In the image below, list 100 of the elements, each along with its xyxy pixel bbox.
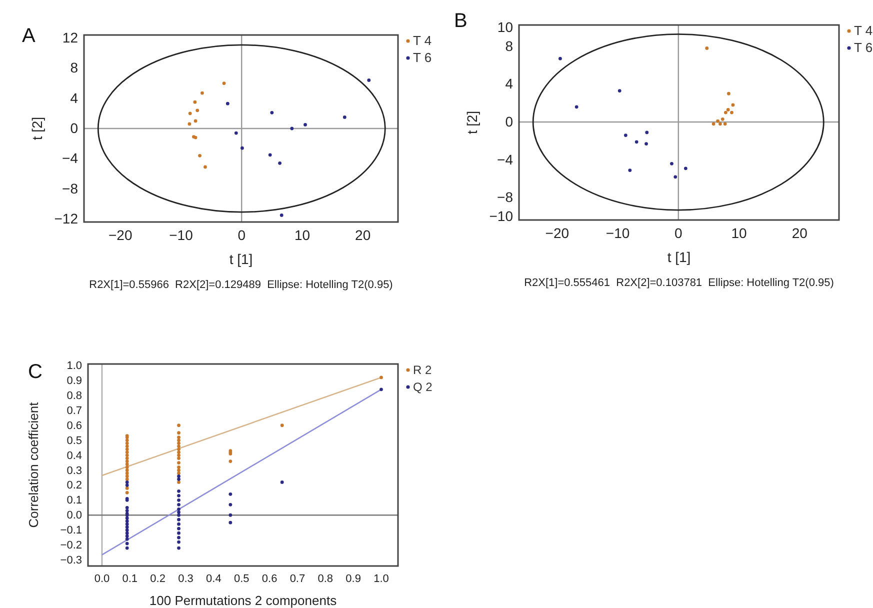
- point: [125, 466, 129, 469]
- y-tick-label: −8: [497, 189, 514, 206]
- x-tick-label: 0.8: [318, 572, 334, 585]
- point: [125, 534, 129, 538]
- x-tick-label: 1.0: [374, 572, 389, 585]
- x-tick-label: −20: [545, 224, 570, 241]
- x-tick-label: 10: [294, 226, 310, 243]
- point: [125, 506, 129, 510]
- point: [125, 462, 129, 466]
- x-tick-label: −20: [108, 226, 132, 243]
- x-tick-label: 0.6: [262, 572, 278, 585]
- point: [125, 460, 129, 463]
- point: [177, 531, 180, 535]
- x-tick-label: −10: [169, 226, 194, 243]
- y-tick-label: 4: [505, 76, 514, 92]
- legend-label: T 4: [854, 23, 873, 38]
- point: [177, 454, 180, 457]
- x-axis-title: t [1]: [667, 249, 691, 265]
- x-tick-label: 0.7: [290, 572, 306, 585]
- chart-title: A: [22, 25, 36, 47]
- point: [684, 166, 688, 170]
- point: [125, 474, 129, 478]
- point: [278, 161, 282, 165]
- y-tick-label: −0.1: [60, 524, 82, 537]
- point: [204, 165, 207, 169]
- point: [628, 168, 632, 172]
- y-tick-label: 0.0: [66, 510, 82, 522]
- point: [177, 489, 180, 493]
- x-tick-label: 0: [238, 226, 246, 243]
- y-axis-title: t [2]: [464, 110, 480, 134]
- text: R2X[1]=0.55966 R2X[2]=0.129489 Ellipse: Hotelling T2(0.95): [89, 279, 393, 291]
- point: [380, 376, 383, 380]
- point: [177, 526, 180, 530]
- point: [618, 89, 622, 92]
- point: [125, 531, 129, 535]
- point: [125, 525, 129, 529]
- point: [234, 131, 238, 135]
- point: [177, 468, 180, 472]
- y-tick-label: 0.7: [66, 404, 82, 417]
- point: [367, 78, 371, 82]
- point: [125, 546, 129, 550]
- point: [125, 480, 129, 484]
- point: [177, 472, 180, 475]
- point: [125, 519, 129, 523]
- legend-label: T 6: [413, 50, 432, 65]
- point: [177, 540, 180, 544]
- y-tick-label: −8: [62, 180, 78, 196]
- y-tick-label: 0.4: [66, 450, 82, 462]
- point: [188, 122, 192, 126]
- point: [222, 82, 226, 85]
- point: [177, 507, 180, 511]
- point: [727, 92, 730, 96]
- x-tick-label: 0.3: [178, 572, 194, 585]
- point: [730, 110, 734, 114]
- y-tick-label: −12: [54, 210, 78, 226]
- point: [177, 444, 180, 448]
- point: [177, 466, 180, 469]
- y-axis-title: t [2]: [29, 116, 45, 140]
- point: [177, 461, 180, 464]
- point: [177, 513, 180, 517]
- legend-label: T 6: [854, 40, 873, 55]
- point: [196, 108, 200, 112]
- point: [645, 130, 649, 134]
- point: [177, 456, 180, 460]
- point: [177, 498, 180, 502]
- point: [125, 438, 129, 442]
- point: [177, 438, 180, 442]
- x-axis-title: t [1]: [229, 251, 253, 267]
- point: [177, 448, 180, 451]
- text: R2X[1]=0.555461 R2X[2]=0.103781 Ellipse: Hotelling T2(0.95): [524, 277, 834, 289]
- y-tick-label: 8: [70, 60, 78, 76]
- point: [177, 546, 180, 550]
- point: [200, 91, 204, 95]
- y-tick-label: 8: [505, 38, 514, 54]
- x-axis-title: 100 Permutations 2 components: [149, 593, 338, 608]
- y-tick-label: −0.3: [60, 554, 82, 567]
- y-tick-label: 10: [497, 18, 514, 35]
- point: [731, 103, 735, 107]
- point: [228, 460, 232, 463]
- point: [177, 436, 180, 440]
- point: [280, 214, 284, 217]
- point: [125, 486, 129, 490]
- point: [280, 424, 284, 428]
- point: [226, 102, 230, 106]
- point: [705, 46, 709, 50]
- point: [125, 450, 129, 454]
- legend-label: Q 2: [413, 380, 433, 394]
- y-tick-label: 0: [70, 120, 78, 136]
- point: [228, 513, 232, 517]
- x-tick-label: 0.4: [206, 572, 222, 585]
- point: [280, 480, 284, 484]
- point: [228, 520, 232, 524]
- y-tick-label: 0: [505, 114, 514, 130]
- point: [177, 536, 180, 540]
- point: [125, 448, 129, 451]
- x-tick-label: 0.2: [150, 572, 166, 585]
- point: [723, 122, 727, 126]
- point: [125, 490, 129, 494]
- point: [125, 442, 129, 445]
- point: [177, 510, 180, 514]
